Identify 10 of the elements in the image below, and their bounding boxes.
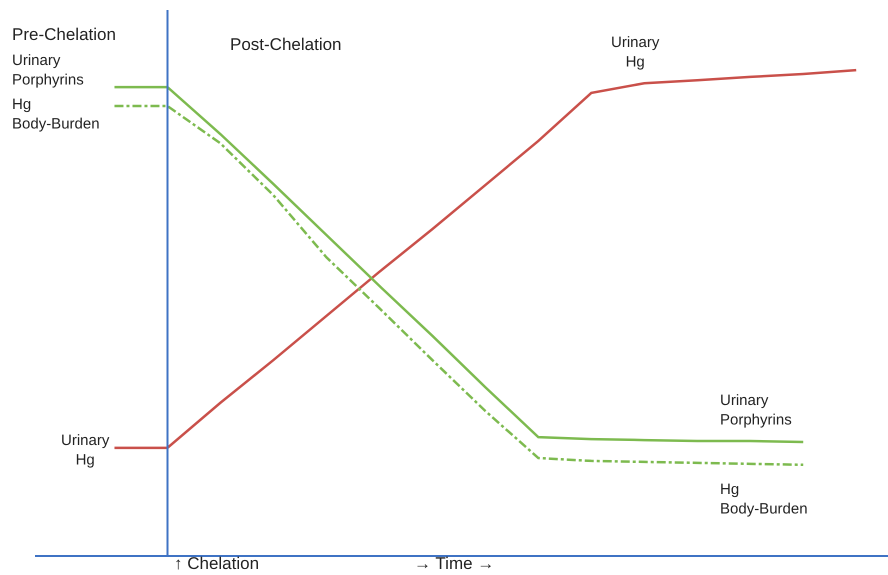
text: Urinary Hg: [611, 34, 660, 70]
text: Urinary Porphyrins: [12, 52, 84, 88]
text: Pre-Chelation: [12, 25, 116, 44]
series-label: Hg Body-Burden: [720, 481, 808, 518]
annotation: ↑ Chelation: [174, 554, 260, 573]
annotation: → Time →: [414, 554, 494, 573]
series-label: Urinary Hg: [61, 432, 110, 468]
text: Post-Chelation: [230, 35, 342, 54]
series-label: Urinary Porphyrins: [720, 392, 792, 428]
text: Hg Body-Burden: [12, 96, 100, 132]
